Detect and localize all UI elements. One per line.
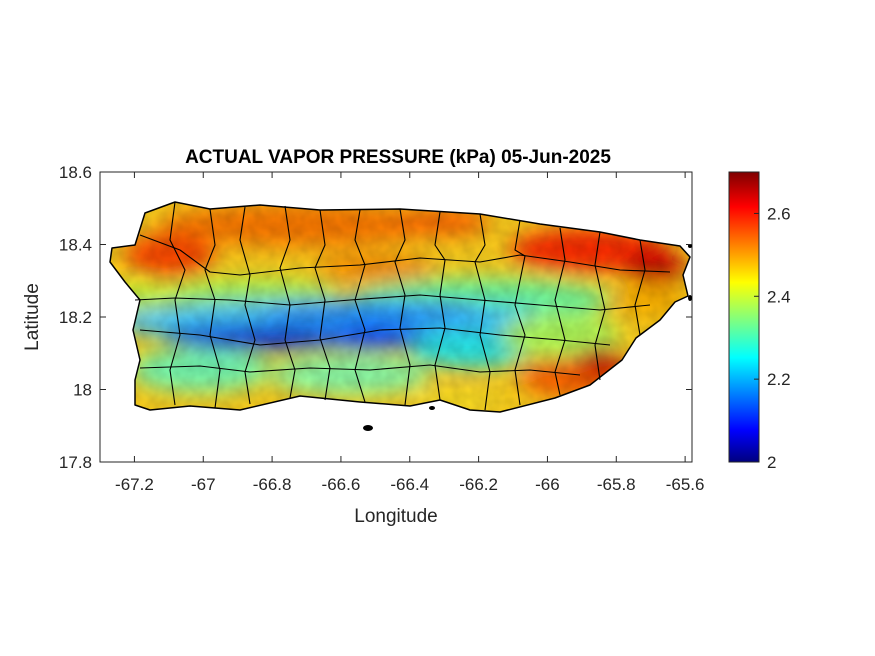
colorbar-tick-label: 2.6 (767, 204, 791, 223)
y-axis: 18.6 18.4 18.2 18 17.8 (59, 163, 692, 472)
x-tick-label: -66.8 (253, 475, 292, 494)
x-axis: -67.2 -67 -66.8 -66.6 -66.4 -66.2 -66 -65.8 -65.… (115, 172, 704, 494)
x-tick-label: -65.6 (666, 475, 705, 494)
x-axis-label: Longitude (354, 506, 437, 527)
x-tick-label: -65.8 (597, 475, 636, 494)
y-tick-label: 17.8 (59, 453, 92, 472)
y-axis-label: Latitude (22, 283, 43, 351)
colorbar-tick-label: 2 (767, 453, 776, 472)
x-tick-label: -66.6 (322, 475, 361, 494)
municipality-borders (109, 201, 691, 413)
x-tick-label: -66.4 (390, 475, 429, 494)
x-tick-label: -67 (191, 475, 216, 494)
x-tick-label: -66.2 (459, 475, 498, 494)
x-tick-label: -66 (535, 475, 560, 494)
chart-title: ACTUAL VAPOR PRESSURE (kPa) 05-Jun-2025 (185, 147, 611, 168)
y-tick-label: 18 (73, 381, 92, 400)
y-tick-label: 18.2 (59, 308, 92, 327)
coastal-islets (363, 244, 692, 431)
colorbar-tick-label: 2.2 (767, 370, 791, 389)
y-tick-label: 18.6 (59, 163, 92, 182)
colorbar (728, 171, 760, 463)
colorbar-tick-label: 2.4 (767, 287, 791, 306)
x-tick-label: -67.2 (115, 475, 154, 494)
vapor-pressure-field (110, 202, 690, 412)
colorbar-ticks: 2 2.2 2.4 2.6 (754, 204, 791, 472)
y-tick-label: 18.4 (59, 236, 92, 255)
